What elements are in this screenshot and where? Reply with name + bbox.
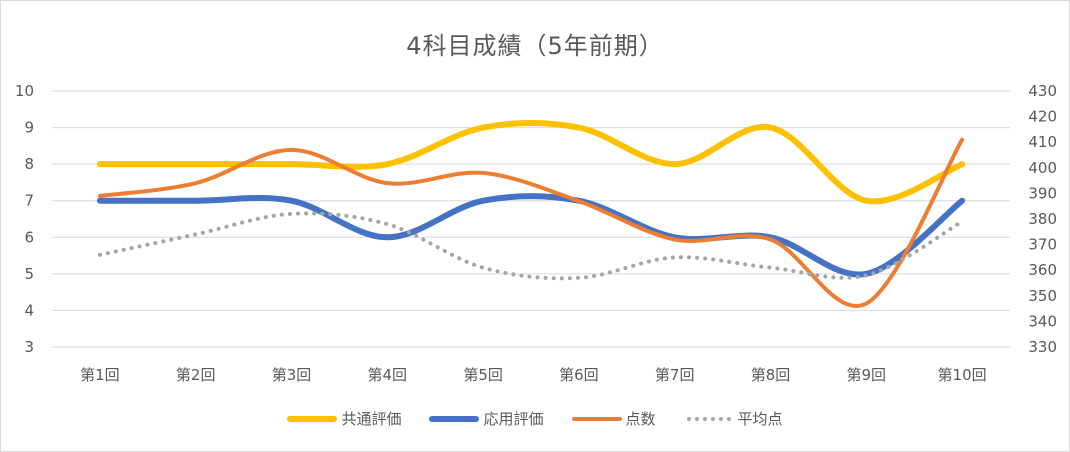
- x-tick: 第9回: [847, 366, 887, 384]
- y-left-tick: 7: [24, 192, 34, 210]
- y-right-tick: 370: [1028, 236, 1057, 254]
- legend-label: 平均点: [737, 410, 783, 428]
- legend-swatch-blue-icon: [429, 415, 480, 422]
- x-tick: 第7回: [655, 366, 695, 384]
- legend-item-average[interactable]: 平均点: [684, 408, 783, 429]
- legend-swatch-orange-icon: [571, 416, 622, 421]
- x-tick: 第4回: [368, 366, 408, 384]
- x-tick: 第8回: [751, 366, 791, 384]
- y-right-tick: 410: [1028, 133, 1057, 151]
- legend: 共通評価 応用評価 点数 平均点: [0, 408, 1070, 429]
- y-left-tick: 3: [24, 338, 34, 356]
- legend-swatch-yellow-icon: [287, 415, 338, 422]
- y-right-tick: 400: [1028, 159, 1057, 177]
- legend-label: 応用評価: [483, 410, 544, 428]
- y-right-tick: 360: [1028, 261, 1057, 279]
- x-tick: 第10回: [938, 366, 987, 384]
- series-line-3[interactable]: [97, 211, 965, 281]
- y-right-tick: 380: [1028, 210, 1057, 228]
- y-left-tick: 10: [15, 82, 34, 100]
- chart-title: 4科目成績（5年前期）: [406, 32, 664, 60]
- series-line-1[interactable]: [96, 193, 966, 278]
- y-left-tick: 8: [24, 155, 34, 173]
- legend-label: 点数: [625, 410, 656, 428]
- y-right-tick: 430: [1028, 82, 1057, 100]
- x-tick: 第1回: [80, 366, 120, 384]
- y-left-tick: 5: [24, 265, 34, 283]
- y-right-tick: 390: [1028, 184, 1057, 202]
- x-tick: 第5回: [463, 366, 503, 384]
- legend-item-applied[interactable]: 応用評価: [429, 408, 544, 429]
- series-line-0[interactable]: [96, 120, 966, 205]
- y-left-tick: 6: [24, 228, 34, 246]
- y-right-tick: 350: [1028, 287, 1057, 305]
- x-tick: 第2回: [176, 366, 216, 384]
- legend-item-common[interactable]: 共通評価: [287, 408, 401, 429]
- y-left-tick: 9: [24, 119, 34, 137]
- legend-swatch-dotted-icon: [686, 416, 731, 421]
- legend-label: 共通評価: [341, 410, 402, 428]
- x-tick: 第6回: [559, 366, 599, 384]
- y-right-tick: 330: [1028, 338, 1057, 356]
- y-left-tick: 4: [24, 301, 34, 319]
- y-right-tick: 420: [1028, 108, 1057, 126]
- y-right-tick: 340: [1028, 312, 1057, 330]
- legend-item-score[interactable]: 点数: [571, 408, 656, 429]
- x-tick: 第3回: [272, 366, 312, 384]
- series-line-2[interactable]: [97, 137, 965, 308]
